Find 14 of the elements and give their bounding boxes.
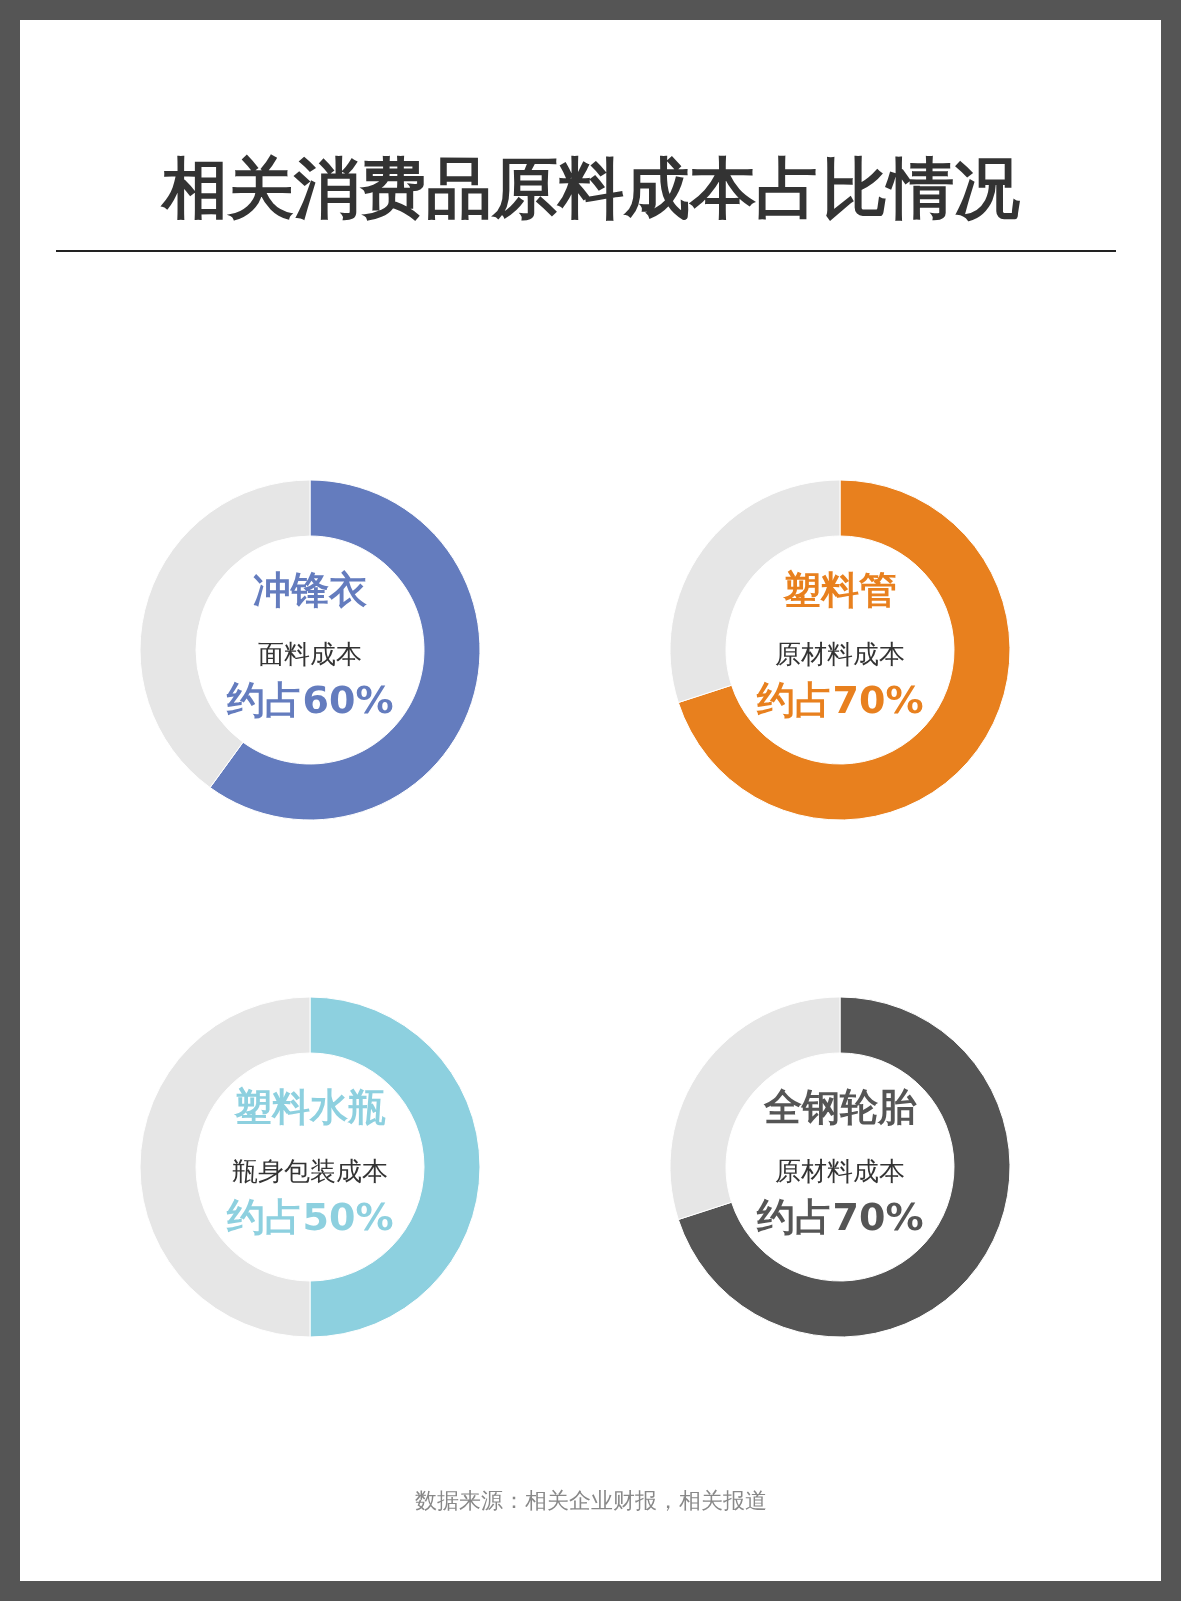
text: 全钢轮胎 <box>763 1084 917 1129</box>
source-note: 数据来源：相关企业财报，相关报道 <box>414 1488 767 1513</box>
text: 相关消费品原料成本占比情况 <box>159 150 1020 228</box>
slice-label: 原材料成本 <box>775 1155 905 1186</box>
slice-label: 瓶身包装成本 <box>232 1155 388 1186</box>
data-label: 约占70% <box>755 1194 924 1239</box>
slice-label: 面料成本 <box>258 638 362 669</box>
data-label: 约占50% <box>225 1194 394 1239</box>
text: 塑料管 <box>782 567 897 612</box>
text: 冲锋衣 <box>253 567 367 612</box>
text: 塑料水瓶 <box>233 1084 386 1129</box>
data-label: 约占70% <box>755 677 924 722</box>
slice-label: 原材料成本 <box>775 638 905 669</box>
data-label: 约占60% <box>225 677 394 722</box>
